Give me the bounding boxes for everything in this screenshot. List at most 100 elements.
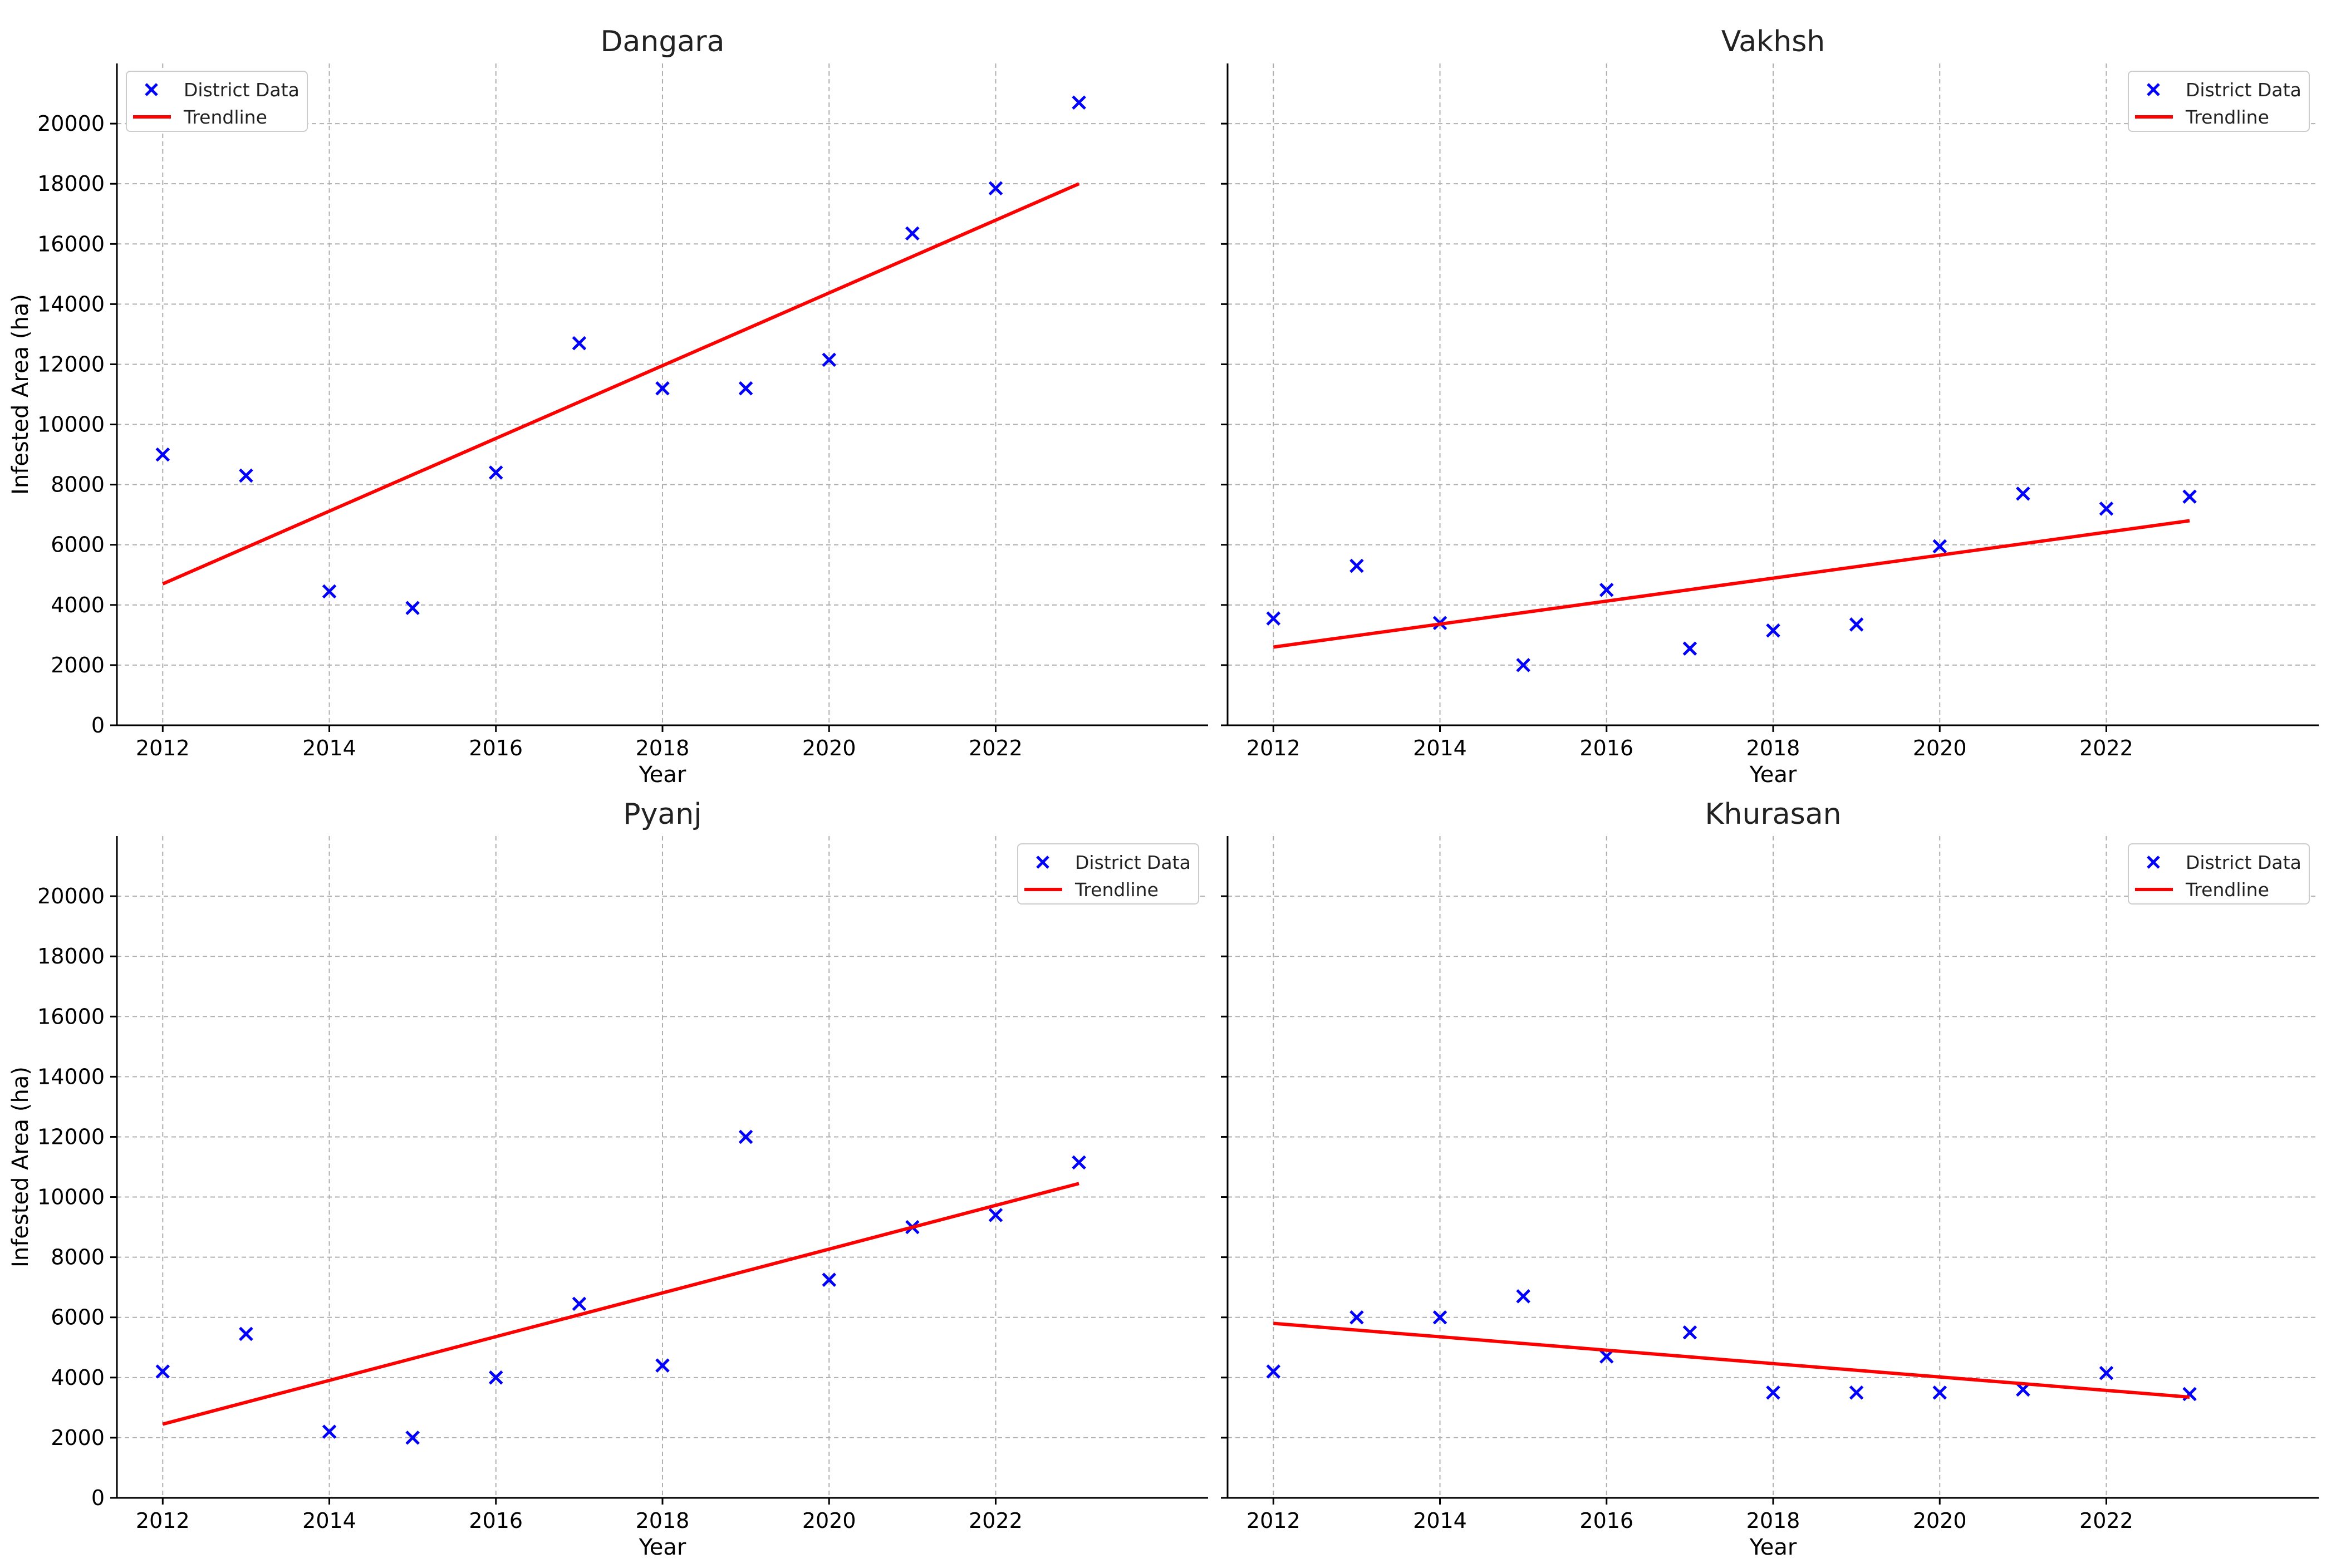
data-point — [1349, 558, 1364, 573]
data-point-stroke — [1932, 1385, 1947, 1400]
data-point — [1849, 617, 1864, 632]
data-point — [1432, 1310, 1447, 1325]
data-point — [1516, 658, 1530, 672]
data-point-stroke — [905, 226, 920, 241]
x-axis-title: Year — [1749, 1535, 1797, 1560]
legend: District Data Trendline — [126, 71, 308, 132]
y-tick-label: 14000 — [37, 292, 105, 316]
trendline — [1273, 519, 2190, 649]
x-tick-label: 2020 — [1913, 1508, 1967, 1533]
legend-label: District Data — [2186, 852, 2301, 873]
data-point — [322, 1424, 337, 1439]
y-tick-label: 14000 — [37, 1064, 105, 1089]
trendline — [1273, 1321, 2190, 1399]
x-tick-label: 2018 — [1746, 736, 1800, 760]
data-point-stroke — [1072, 1155, 1086, 1170]
y-tick-label: 0 — [91, 713, 105, 738]
panel-title: Dangara — [601, 25, 725, 58]
chart-panel-vakhsh: 2012 2014 2016 2018 2020 2022 Vakhsh Year Distri… — [1221, 25, 2319, 788]
data-point-stroke — [488, 1370, 503, 1385]
data-point — [1682, 1325, 1697, 1340]
y-tick-label: 10000 — [37, 1185, 105, 1210]
data-point-stroke — [1516, 1289, 1530, 1304]
data-point — [1766, 623, 1780, 638]
data-point-stroke — [1599, 583, 1614, 597]
data-point-stroke — [1432, 1310, 1447, 1325]
data-point-stroke — [822, 352, 837, 367]
data-point — [1599, 1349, 1614, 1364]
legend-marker-icon — [2147, 856, 2160, 869]
data-point — [2182, 489, 2197, 504]
data-point-stroke — [1849, 617, 1864, 632]
legend-label: District Data — [184, 79, 300, 101]
data-point-stroke — [1349, 558, 1364, 573]
x-tick-label: 2022 — [969, 1508, 1023, 1533]
data-point — [2016, 486, 2030, 501]
x-tick-label: 2018 — [636, 736, 690, 760]
data-point — [155, 1364, 170, 1379]
x-tick-label: 2020 — [1913, 736, 1967, 760]
legend-marker-icon — [145, 83, 158, 96]
legend-box — [2128, 843, 2310, 905]
y-tick-label: 6000 — [51, 533, 105, 557]
legend: District Data Trendline — [2128, 71, 2310, 132]
x-tick-label: 2022 — [969, 736, 1023, 760]
legend: District Data Trendline — [1017, 843, 1199, 905]
data-point-stroke — [239, 1326, 253, 1341]
panel-title: Pyanj — [623, 798, 701, 831]
legend-box — [1017, 843, 1199, 905]
legend-marker-stroke — [2147, 83, 2160, 96]
x-tick-label: 2012 — [136, 1508, 190, 1533]
data-point — [1599, 583, 1614, 597]
data-point — [1682, 641, 1697, 656]
trendline — [162, 182, 1080, 586]
data-point-stroke — [2099, 1365, 2114, 1380]
data-point-stroke — [155, 1364, 170, 1379]
data-point-stroke — [1682, 641, 1697, 656]
y-axis-title: Infested Area (ha) — [8, 294, 33, 495]
y-tick-label: 18000 — [37, 171, 105, 196]
y-axis-title: Infested Area (ha) — [8, 1066, 33, 1267]
data-point-stroke — [1932, 539, 1947, 554]
data-point — [822, 352, 837, 367]
data-point-stroke — [1766, 623, 1780, 638]
legend-marker-stroke — [145, 83, 158, 96]
y-tick-label: 2000 — [51, 653, 105, 677]
data-point — [1516, 1289, 1530, 1304]
data-point — [322, 584, 337, 599]
data-point-stroke — [2016, 486, 2030, 501]
data-point — [655, 381, 670, 396]
y-tick-label: 2000 — [51, 1426, 105, 1450]
data-point — [1072, 1155, 1086, 1170]
data-point — [2099, 502, 2114, 516]
data-point-stroke — [822, 1272, 837, 1287]
x-tick-label: 2018 — [636, 1508, 690, 1533]
data-point-stroke — [1349, 1310, 1364, 1325]
x-tick-label: 2016 — [1579, 1508, 1633, 1533]
data-point — [488, 1370, 503, 1385]
data-point — [405, 1431, 420, 1445]
panel-title: Khurasan — [1705, 798, 1841, 831]
data-point — [405, 601, 420, 615]
y-tick-label: 6000 — [51, 1305, 105, 1330]
data-point — [905, 226, 920, 241]
data-point — [2099, 1365, 2114, 1380]
data-point — [239, 468, 253, 483]
x-tick-label: 2016 — [469, 736, 523, 760]
data-point-stroke — [322, 584, 337, 599]
data-point-stroke — [1266, 611, 1281, 626]
y-tick-label: 18000 — [37, 944, 105, 969]
legend: District Data Trendline — [2128, 843, 2310, 905]
data-point-stroke — [655, 381, 670, 396]
x-tick-label: 2022 — [2079, 1508, 2133, 1533]
x-tick-label: 2018 — [1746, 1508, 1800, 1533]
y-tick-label: 8000 — [51, 473, 105, 497]
data-point — [1849, 1385, 1864, 1400]
x-tick-label: 2014 — [302, 736, 356, 760]
y-tick-label: 4000 — [51, 593, 105, 617]
data-point — [572, 1296, 587, 1311]
data-point-stroke — [572, 336, 587, 351]
legend-marker-icon — [2147, 83, 2160, 96]
data-point — [1072, 95, 1086, 110]
